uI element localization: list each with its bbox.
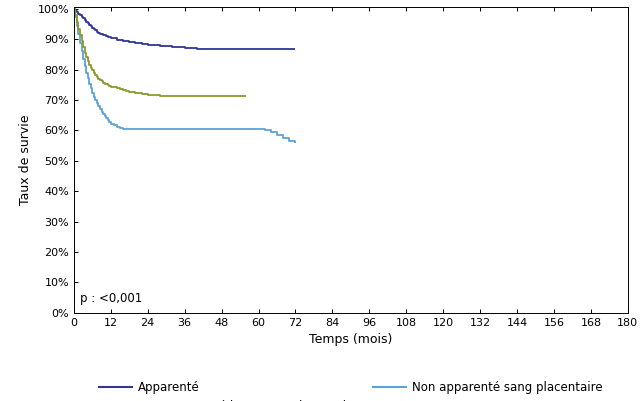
- Y-axis label: Taux de survie: Taux de survie: [19, 115, 32, 205]
- Legend: Apparenté, Non apparenté hors sang placentaire, Non apparenté sang placentaire: Apparenté, Non apparenté hors sang place…: [95, 377, 607, 401]
- X-axis label: Temps (mois): Temps (mois): [309, 333, 392, 346]
- Text: p : <0,001: p : <0,001: [80, 292, 143, 305]
